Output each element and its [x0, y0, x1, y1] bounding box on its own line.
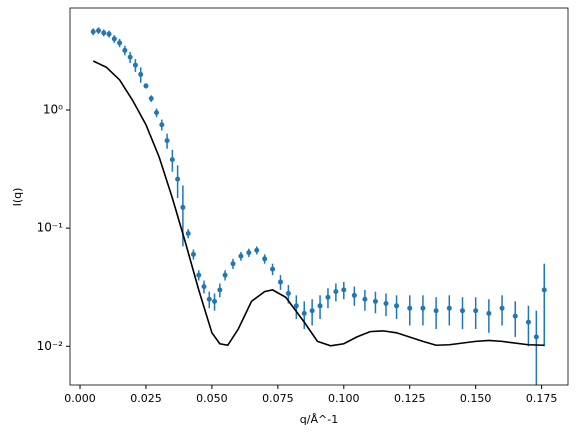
data-point — [285, 290, 291, 296]
data-point — [309, 308, 315, 314]
data-point — [101, 30, 107, 36]
data-point — [499, 305, 505, 311]
data-point — [222, 272, 228, 278]
data-point — [372, 298, 378, 304]
data-point — [111, 36, 117, 42]
data-point — [154, 110, 160, 116]
data-point — [246, 250, 252, 256]
data-point — [230, 261, 236, 267]
data-point — [138, 71, 144, 77]
data-point — [541, 287, 547, 293]
x-axis-label: q/Å^-1 — [300, 413, 338, 426]
data-point — [420, 305, 426, 311]
data-point — [446, 305, 452, 311]
data-point — [333, 289, 339, 295]
data-point — [525, 319, 531, 325]
data-point — [217, 287, 223, 293]
data-point — [317, 303, 323, 309]
x-tick-label: 0.050 — [196, 392, 228, 405]
x-tick-label: 0.150 — [460, 392, 492, 405]
model-line — [92, 60, 545, 347]
data-point — [90, 29, 96, 35]
data-point — [164, 138, 170, 144]
data-point — [106, 31, 112, 37]
data-point — [407, 305, 413, 311]
data-point — [143, 83, 149, 89]
data-point — [383, 301, 389, 307]
data-point — [254, 247, 260, 253]
data-point — [238, 253, 244, 259]
x-tick-label: 0.100 — [328, 392, 360, 405]
data-point — [117, 40, 123, 46]
data-point — [270, 266, 276, 272]
data-point — [212, 298, 218, 304]
data-point — [206, 296, 212, 302]
data-point — [512, 313, 518, 319]
data-point — [169, 157, 175, 163]
data-point — [201, 284, 207, 290]
data-point — [394, 303, 400, 309]
data-point — [277, 279, 283, 285]
y-tick-label: 10⁰ — [43, 102, 63, 116]
data-point — [473, 308, 479, 314]
x-tick-label: 0.125 — [394, 392, 426, 405]
data-point — [175, 176, 181, 182]
x-tick-label: 0.175 — [526, 392, 558, 405]
data-point — [190, 251, 196, 257]
plot-frame — [69, 7, 569, 386]
data-point — [185, 231, 191, 237]
data-point — [122, 47, 128, 53]
data-point — [148, 96, 154, 102]
data-point — [293, 303, 299, 309]
x-tick-label: 0.025 — [130, 392, 162, 405]
data-point — [301, 310, 307, 316]
data-point — [95, 28, 101, 34]
data-point — [362, 296, 368, 302]
data-point — [262, 256, 268, 262]
y-tick-label: 10⁻² — [37, 339, 64, 353]
x-tick-label: 0.000 — [64, 392, 96, 405]
data-point — [533, 334, 539, 340]
data-point — [159, 122, 165, 128]
y-tick-label: 10⁻¹ — [37, 221, 64, 235]
x-tick-label: 0.075 — [262, 392, 294, 405]
data-point — [486, 310, 492, 316]
data-point — [341, 287, 347, 293]
data-point — [351, 292, 357, 298]
data-point — [459, 308, 465, 314]
data-point — [433, 308, 439, 314]
data-point — [196, 272, 202, 278]
data-point — [180, 204, 186, 210]
data-point — [325, 294, 331, 300]
data-point — [127, 54, 133, 60]
y-axis-label: I(q) — [11, 188, 24, 207]
data-point — [132, 62, 138, 68]
